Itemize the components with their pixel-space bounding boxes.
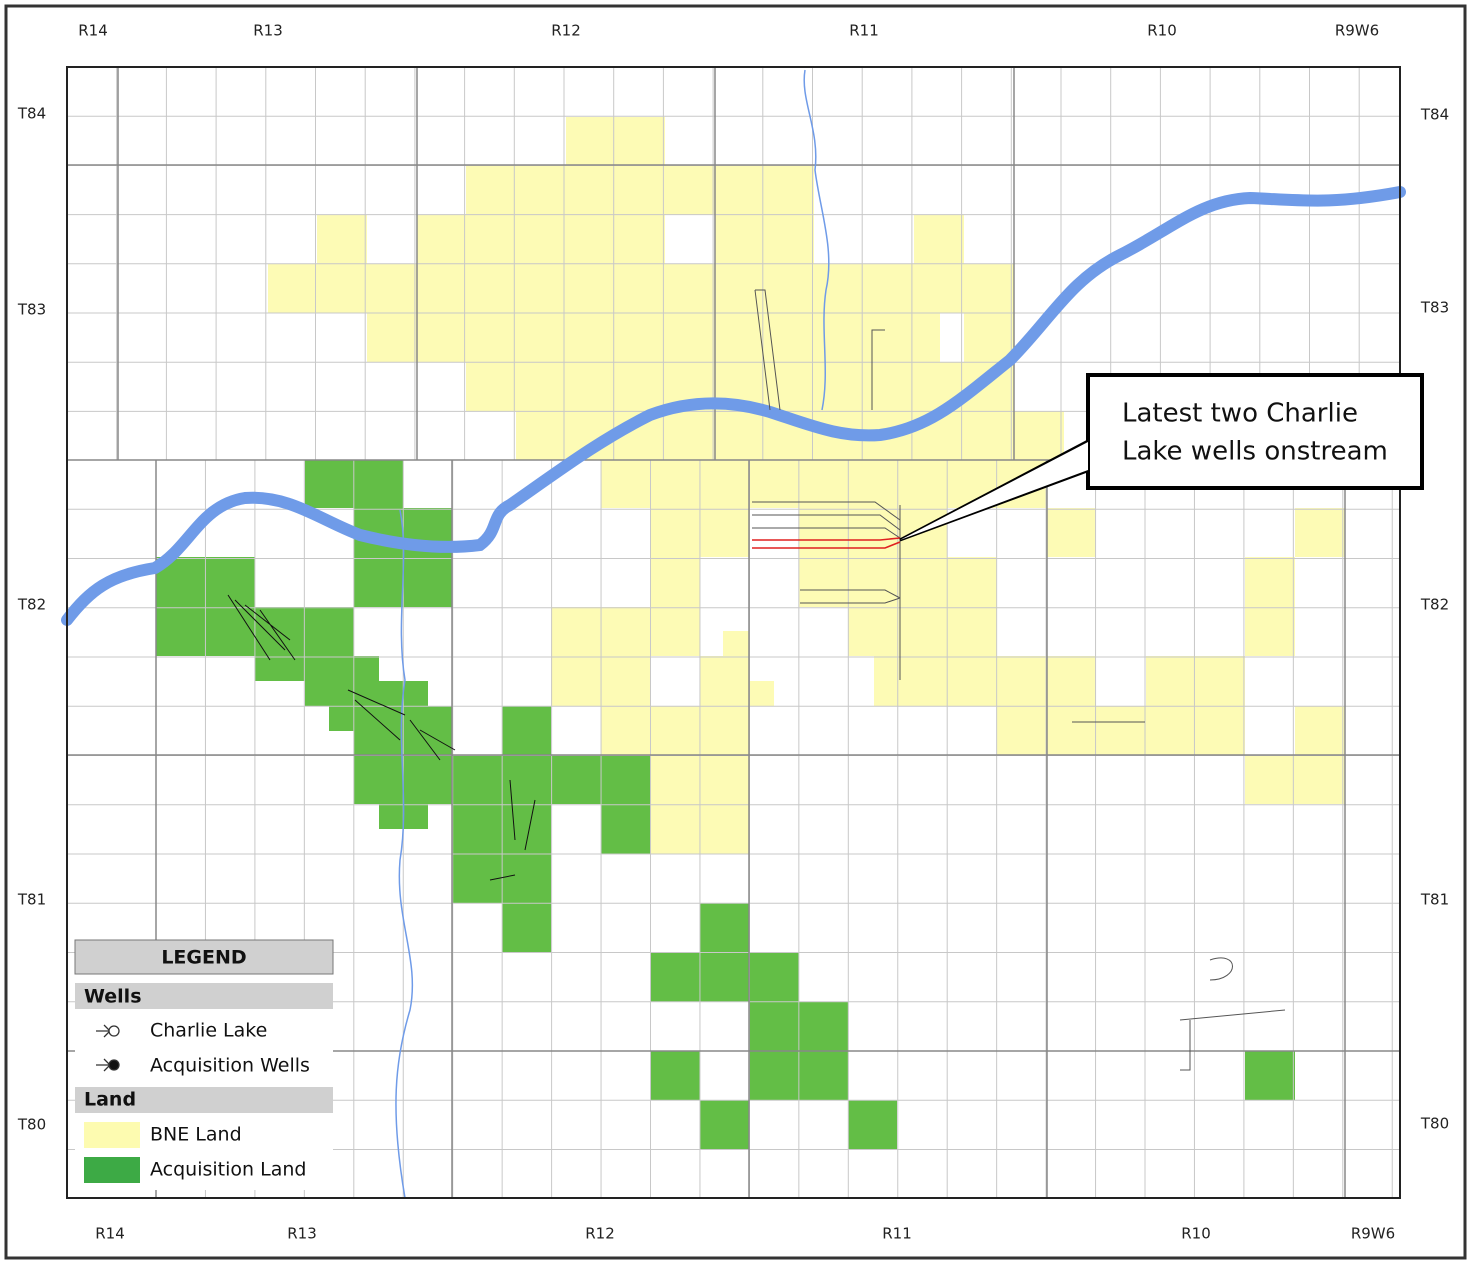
acquisition-land-parcel (848, 1100, 897, 1150)
callout: Latest two Charlie Lake wells onstream (899, 373, 1424, 542)
bne-land-parcel (268, 264, 1014, 313)
bne-land-parcel (700, 656, 749, 706)
acquisition-land-parcel (651, 952, 799, 1002)
acquisition-land-parcel (601, 804, 650, 854)
bne-land-parcel (749, 681, 774, 706)
township-label: T80 (1420, 1115, 1449, 1133)
legend-heading: Wells (84, 986, 142, 1008)
township-label: T80 (17, 1116, 46, 1134)
township-label: T84 (1420, 106, 1449, 124)
range-label: R12 (585, 1225, 615, 1243)
well-paths (227, 289, 1286, 1071)
range-label: R10 (1181, 1225, 1211, 1243)
bne-land-parcel (601, 460, 1047, 508)
acquisition-land-parcel (700, 1100, 749, 1150)
range-label: R9W6 (1335, 22, 1379, 40)
legend-title: LEGEND (161, 947, 246, 969)
bne-land-parcel (367, 313, 940, 362)
acquisition-land-parcel (700, 903, 749, 952)
range-label: R13 (287, 1225, 317, 1243)
acquisition-land-parcel (329, 706, 452, 731)
acquisition-land-parcel (651, 1051, 700, 1100)
acquisition-land-parcel (1245, 1051, 1295, 1100)
township-label: T81 (1420, 891, 1449, 909)
range-label: R11 (849, 22, 879, 40)
township-label: T83 (17, 301, 46, 319)
legend-title-bar (74, 939, 334, 975)
bne-land-parcel (1245, 755, 1345, 804)
bne-land-parcel (417, 215, 665, 264)
bne-land-parcel (1245, 557, 1295, 607)
map-frame (66, 66, 1401, 1199)
acquisition-land-parcel (502, 903, 551, 952)
bne-land-parcel (566, 117, 665, 165)
bne-land-parcel (874, 656, 1096, 706)
legend-swatch (84, 1157, 140, 1183)
legend-heading-bar (75, 983, 333, 1009)
range-label: R10 (1147, 22, 1177, 40)
legend-heading: Land (84, 1089, 136, 1111)
range-label: R12 (551, 22, 581, 40)
acquisition-land-parcel (452, 804, 551, 854)
bne-land-parcel (715, 215, 814, 264)
legend-entry: BNE Land (150, 1124, 242, 1146)
range-label: R13 (253, 22, 283, 40)
legend-entry: Acquisition Land (150, 1159, 306, 1181)
bne-land-parcel (551, 607, 700, 656)
township-label: T82 (17, 596, 46, 614)
callout-line: Lake wells onstream (1122, 437, 1388, 467)
township-label: T81 (17, 891, 46, 909)
acquisition-land-parcel (452, 854, 551, 903)
bne-land-parcel (466, 165, 814, 215)
bne-land-parcel (848, 607, 997, 656)
range-label: R14 (78, 22, 108, 40)
bne-land-parcel (964, 313, 1014, 362)
bne-land-parcel (317, 215, 367, 264)
legend-swatch (84, 1122, 140, 1148)
bne-land-parcel (651, 557, 700, 607)
bne-land-parcel (997, 706, 1245, 755)
legend-entry: Acquisition Wells (150, 1055, 310, 1077)
range-label: R14 (95, 1225, 125, 1243)
bne-land-parcel (1295, 706, 1345, 755)
legend: LEGEND Wells Charlie Lake Acquisition We… (74, 939, 334, 1190)
range-label: R11 (882, 1225, 912, 1243)
bne-land-parcel (1245, 607, 1295, 656)
township-label: T83 (1420, 299, 1449, 317)
legend-heading-bar (75, 1087, 333, 1113)
creek (395, 69, 830, 1199)
acquisition-land-parcel (305, 681, 428, 706)
bne-land-parcel (1047, 508, 1096, 557)
bne-land-parcel (1146, 656, 1245, 706)
bne-land-parcel (651, 508, 750, 557)
bne-land-parcel (551, 656, 650, 706)
bne-land-parcel (601, 706, 749, 755)
well-symbols (96, 1024, 120, 1072)
township-label: T84 (17, 105, 46, 123)
bne-land-parcel (1295, 508, 1345, 557)
acquisition-land-parcel (502, 706, 551, 755)
township-label: T82 (1420, 596, 1449, 614)
acquisition-land-parcel (255, 656, 379, 681)
legend-entry: Charlie Lake (150, 1020, 267, 1042)
range-label: R9W6 (1351, 1225, 1395, 1243)
bne-land-parcel (914, 215, 964, 264)
bne-land-parcel (723, 631, 749, 656)
callout-line: Latest two Charlie (1122, 399, 1358, 429)
river (61, 186, 1406, 626)
